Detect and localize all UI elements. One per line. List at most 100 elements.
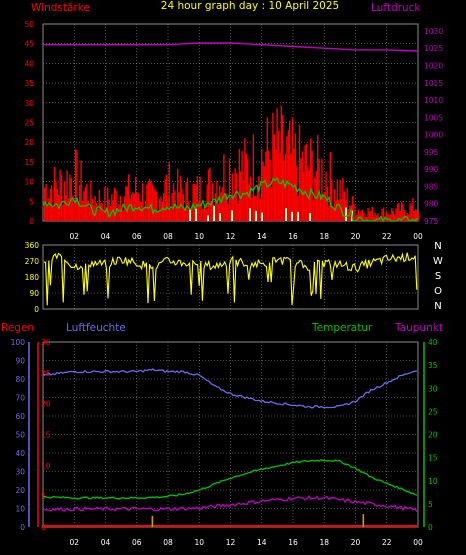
wind-bar [185,182,187,221]
wind-bar [331,179,333,221]
wind-bar [241,151,243,221]
wind-bar [293,148,295,221]
wind-bar [259,198,261,221]
humidity-y-tick: 50 [15,431,25,440]
wind-x-tick: 06 [132,232,142,241]
wind-bar [294,133,296,221]
wind-bar [324,191,326,221]
wind-bar [392,210,394,221]
wind-bar [207,169,210,221]
pressure-y-tick: 1020 [424,61,443,70]
gust-mark [345,207,347,221]
compass-label: N [434,241,441,252]
wind-bar [87,201,89,221]
compass-label: N [434,301,441,312]
pressure-y-tick: 975 [424,217,439,226]
wind-bar [146,184,148,221]
wind-bar [114,187,116,221]
direction-y-tick: 0 [34,305,39,314]
wind-bar [252,134,254,221]
wind-bar [115,190,117,221]
wind-bar [247,158,249,221]
dewpoint-label: Taupunkt [394,322,443,334]
wind-bar [416,209,418,221]
wind-bars [44,105,420,221]
wind-x-tick: 04 [101,232,111,241]
wind-x-tick: 22 [382,232,392,241]
wind-bar [413,211,415,221]
temperature-y-tick: 35 [428,361,438,370]
humidity-label: Luftfeuchte [66,322,126,334]
gust-mark [297,211,299,221]
rain-y-tick: 15 [41,431,51,440]
gust-mark [261,212,263,221]
wind-bar [77,201,79,221]
wind-bar [325,171,327,221]
wind-x-tick: 10 [194,232,204,241]
wind-y-tick: 35 [24,79,34,88]
wind-bar [366,216,368,221]
wind-bar [220,192,222,221]
temperature-y-tick: 0 [428,523,433,532]
humidity-x-tick: 22 [382,538,392,547]
wind-bar [385,211,387,221]
humidity-y-tick: 30 [15,468,25,477]
wind-x-tick: 08 [163,232,173,241]
humidity-y-tick: 80 [15,375,25,384]
wind-bar [305,143,308,221]
wind-bar [60,175,63,221]
wind-average-line [42,176,418,223]
wind-bar [111,194,113,221]
humidity-x-tick: 02 [69,538,79,547]
humidity-y-tick: 60 [15,412,25,421]
wind-bar [251,197,253,221]
wind-bar [227,204,229,221]
wind-bar [328,205,330,221]
wind-bar [226,193,228,221]
wind-bar [277,130,280,221]
wind-bar [412,198,414,221]
wind-bar [367,207,369,221]
direction-y-tick: 90 [29,289,39,298]
wind-bar [69,174,71,221]
humidity-y-tick: 100 [11,338,26,347]
humidity-x-tick: 04 [101,538,111,547]
wind-bar [44,187,46,221]
wind-bar [354,215,357,221]
wind-bar [346,187,348,221]
wind-bar [140,202,142,221]
wind-bar [202,209,204,221]
wind-bar [76,150,78,221]
rain-bar [362,514,365,527]
wind-bar [326,186,329,221]
wind-bar [170,209,172,221]
wind-bar [168,162,170,221]
rain-bar [151,515,154,527]
pressure-y-tick: 1000 [424,131,443,140]
humidity-x-tick: 14 [257,538,267,547]
wind-bar [233,195,235,221]
wind-x-tick: 20 [351,232,361,241]
humidity-x-tick: 06 [132,538,142,547]
chart-title: 24 hour graph day : 10 April 2025 [161,0,339,12]
wind-bar [304,145,306,221]
direction-y-tick: 270 [25,257,40,266]
wind-bar [177,168,179,221]
wind-bar [55,180,57,221]
wind-bar [73,203,75,221]
gust-mark [195,208,197,221]
wind-bar [297,195,299,221]
wind-bar [360,211,362,221]
wind-bar [336,179,338,221]
humidity-y-tick: 70 [15,394,25,403]
wind-bar [368,212,371,221]
wind-y-tick: 5 [29,197,34,206]
wind-bar [258,175,260,221]
compass-label: S [435,271,441,282]
wind-bar [353,205,355,221]
humidity-x-tick: 10 [194,538,204,547]
wind-bar [343,191,345,221]
wind-bar [157,210,159,221]
humidity-x-tick: 12 [226,538,236,547]
wind-y-tick: 0 [29,217,34,226]
